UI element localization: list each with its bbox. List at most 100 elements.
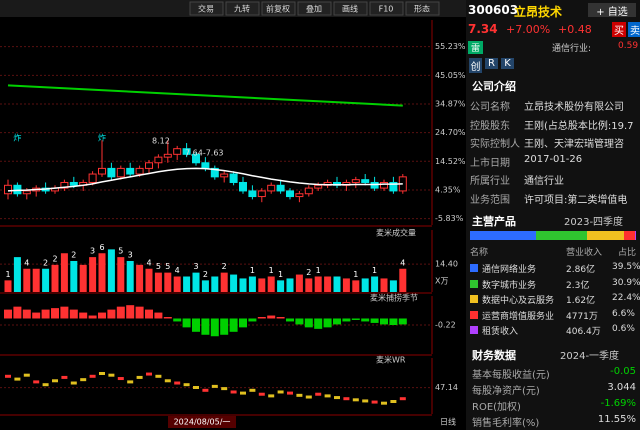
finance-value: -0.05 — [610, 366, 636, 377]
season-bar — [248, 318, 257, 322]
info-label: 控股股东 — [470, 120, 510, 132]
product-name: 运营商增值服务业 — [482, 311, 555, 322]
toolbar-button[interactable] — [261, 1, 296, 16]
share-bar-segment — [635, 231, 636, 240]
volume-bar — [192, 272, 200, 292]
period[interactable]: 2024-一季度 — [560, 351, 620, 362]
wr-bar — [61, 375, 68, 379]
season-bar — [361, 318, 370, 322]
tag[interactable]: 创 — [469, 58, 482, 73]
wr-bar — [23, 373, 30, 377]
info-label: 实际控制人 — [470, 139, 520, 150]
stock-code: 300603 — [468, 3, 519, 17]
count-label: 1 — [353, 270, 358, 279]
count-label: 1 — [5, 270, 10, 279]
period[interactable]: 2023-四季度 — [564, 217, 624, 228]
product-share: 39.5% — [612, 262, 640, 272]
season-bar — [126, 305, 135, 319]
info-value: 立昂技术股份有限公司 — [524, 102, 624, 113]
season-bar — [32, 312, 41, 319]
info-label: 业务范围 — [470, 194, 510, 206]
count-label: 2 — [203, 270, 208, 279]
season-bar — [333, 318, 341, 325]
toolbar-button-label[interactable]: F10 — [379, 5, 394, 14]
toolbar-button-label[interactable]: 叠加 — [306, 4, 322, 14]
volume-bar — [277, 280, 285, 292]
season-bar — [135, 306, 144, 319]
wr-bar — [249, 388, 256, 392]
wr-bar — [183, 383, 190, 387]
season-bar — [304, 318, 313, 328]
volume-bar — [42, 268, 50, 292]
candle-body — [389, 181, 398, 192]
sell[interactable]: 卖 — [628, 22, 640, 37]
toolbar-button[interactable] — [189, 1, 224, 16]
volume-bar — [352, 280, 360, 292]
candle-body — [276, 184, 285, 192]
toolbar-button-label[interactable]: 形态 — [414, 4, 430, 14]
toolbar-button[interactable] — [405, 1, 440, 16]
wr-bar — [352, 398, 359, 402]
season-bar — [380, 318, 388, 325]
season-bar — [98, 312, 106, 319]
info-label: 上市日期 — [470, 157, 510, 169]
season-bar — [286, 318, 294, 322]
finance-label: 基本每股收益(元) — [472, 370, 550, 381]
count-label: 6 — [99, 243, 104, 252]
volume-bar — [267, 276, 275, 292]
product-revenue: 406.4万 — [566, 327, 601, 337]
season-bar — [389, 318, 398, 325]
count-label: 1 — [372, 266, 377, 275]
finance-value: -1.69% — [600, 398, 636, 409]
wr-bar — [381, 401, 387, 405]
season-bar — [295, 318, 304, 325]
season-bar — [201, 318, 210, 335]
volume-bar — [23, 268, 31, 292]
toolbar-button-label[interactable]: 九转 — [234, 4, 250, 14]
candle-body — [239, 181, 247, 192]
wr-bar — [117, 377, 124, 381]
share-bar-segment — [470, 231, 536, 240]
count-label: 1 — [278, 270, 283, 279]
tag[interactable]: R — [485, 58, 498, 69]
wr-bar — [202, 388, 209, 392]
volume-bar — [305, 278, 313, 292]
toolbar-button[interactable] — [225, 1, 260, 16]
wr-bar — [258, 392, 265, 396]
toolbar-button-label[interactable]: 画线 — [342, 4, 358, 14]
count-label: 2 — [52, 254, 57, 263]
add-button[interactable]: + 自选 — [588, 3, 636, 17]
wr-bar — [146, 372, 152, 376]
tag[interactable]: K — [501, 58, 514, 69]
info-value: 2017-01-26 — [524, 153, 583, 165]
volume-bar — [399, 268, 407, 292]
toolbar-button[interactable] — [333, 1, 368, 16]
volume-bar — [89, 257, 97, 292]
season-bar — [239, 318, 247, 328]
toolbar-button[interactable] — [369, 1, 404, 16]
y-tick-label: 47.14 — [435, 383, 458, 392]
share-bar-segment — [586, 231, 625, 240]
price-label: 7.64-7.63 — [185, 149, 224, 158]
toolbar-button-label[interactable]: 交易 — [198, 4, 214, 14]
info-label: 所属行业 — [470, 176, 510, 187]
candle-body — [126, 167, 135, 175]
count-label: 5 — [165, 262, 170, 271]
finance-value: 3.044 — [607, 382, 636, 393]
volume-bar — [98, 253, 106, 292]
product-name: 数字城市业务 — [482, 280, 537, 291]
wr-bar — [127, 380, 134, 384]
wr-bar — [230, 390, 237, 394]
toolbar-button-label[interactable]: 前复权 — [266, 4, 290, 14]
candle-body — [154, 156, 163, 164]
wr-bar — [240, 391, 246, 395]
toolbar-button[interactable] — [297, 1, 332, 16]
buy[interactable]: 买 — [612, 22, 626, 37]
count-label: 4 — [175, 266, 180, 275]
count-label: 5 — [156, 262, 161, 271]
wr-bar — [99, 372, 105, 375]
period-label: 日线 — [440, 417, 456, 427]
volume-bar — [51, 264, 59, 292]
wr-bar — [42, 383, 49, 387]
volume-bar — [201, 280, 209, 292]
